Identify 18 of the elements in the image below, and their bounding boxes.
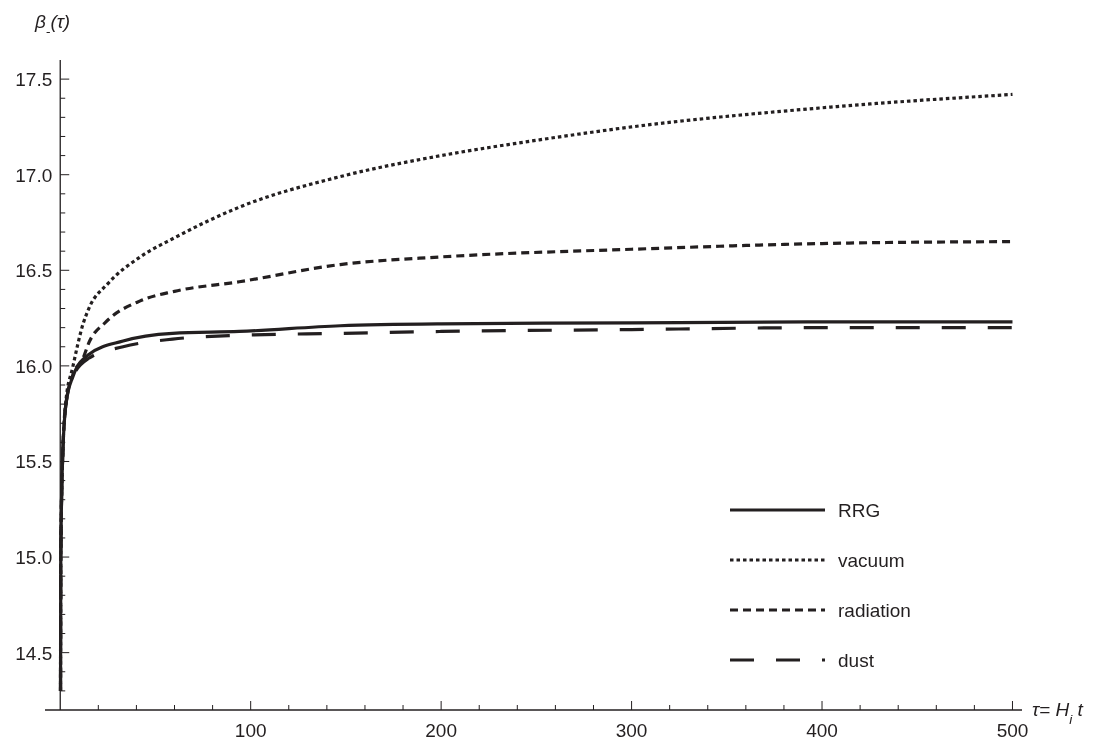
x-tick-label: 100 (234, 720, 267, 741)
legend-label: radiation (838, 600, 911, 621)
y-tick-label: 16.5 (15, 260, 53, 282)
y-tick-label: 17.0 (15, 164, 53, 186)
x-axis-title: τ= H$_{i}$ t (1032, 699, 1084, 727)
y-axis-title: β$_{-}$(τ) (34, 11, 71, 39)
x-tick-label: 500 (996, 720, 1029, 741)
legend-label: RRG (838, 500, 881, 521)
legend-label: dust (838, 650, 875, 671)
x-tick-label: 400 (806, 720, 838, 741)
x-tick-label: 300 (615, 720, 648, 741)
y-tick-label: 15.0 (15, 547, 53, 569)
y-tick-label: 17.5 (15, 69, 53, 91)
x-tick-label: 200 (425, 720, 457, 741)
y-tick-label: 15.5 (15, 451, 53, 473)
y-tick-label: 16.0 (15, 355, 53, 377)
y-tick-label: 14.5 (15, 642, 53, 664)
legend-label: vacuum (838, 550, 905, 571)
